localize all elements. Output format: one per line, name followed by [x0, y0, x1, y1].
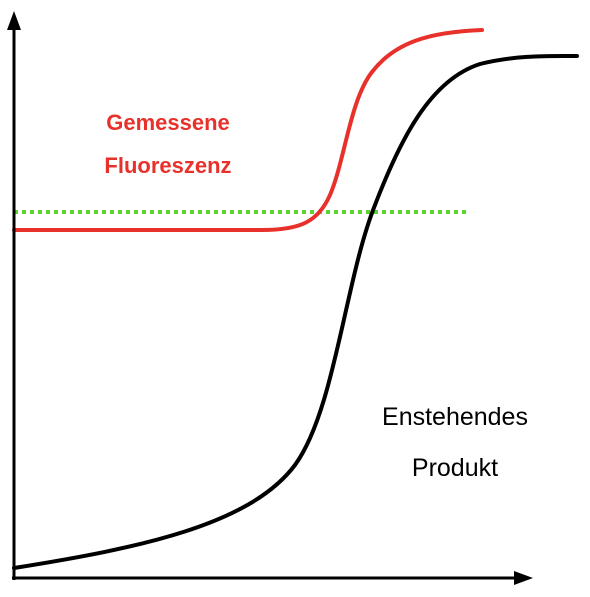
fluorescence-label-line1: Gemessene [106, 110, 230, 135]
fluorescence-curve [12, 28, 484, 232]
x-axis-arrow-icon [514, 571, 533, 585]
fluorescence-label-line2: Fluoreszenz [104, 153, 232, 178]
y-axis-arrow-icon [7, 11, 21, 30]
product-label-line1: Enstehendes [382, 403, 528, 431]
product-label-line2: Produkt [411, 454, 499, 482]
product-curve [12, 53, 579, 570]
